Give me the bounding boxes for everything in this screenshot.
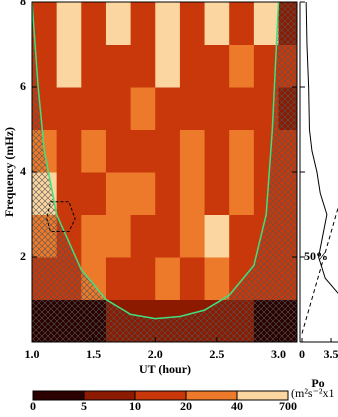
heat-cell xyxy=(155,2,181,45)
x-axis-label: UT (hour) xyxy=(139,362,191,376)
heat-cell xyxy=(179,129,206,173)
heat-cell xyxy=(179,44,206,88)
colorbar-segment xyxy=(33,391,85,400)
heat-cell xyxy=(81,172,107,215)
y-tick-label: 6 xyxy=(20,79,26,93)
colorbar-segment xyxy=(237,391,289,400)
heat-cell xyxy=(56,129,82,173)
x-tick-label: 2.5 xyxy=(209,347,224,361)
heat-cell xyxy=(179,2,206,45)
cone-of-influence xyxy=(32,2,280,320)
heat-cell xyxy=(179,214,206,258)
heat-cell xyxy=(204,87,230,130)
heat-cell xyxy=(130,2,156,45)
heat-cell xyxy=(155,172,181,215)
colorbar-tick-label: 10 xyxy=(129,399,141,412)
colorbar-tick-label: 0 xyxy=(30,399,36,412)
x-tick-label: 1.0 xyxy=(25,347,40,361)
heat-cell xyxy=(130,87,156,130)
heat-cell xyxy=(105,214,132,258)
side-x-label: Po xyxy=(311,376,324,390)
colorbar-segment xyxy=(135,391,187,400)
heat-cell xyxy=(56,44,82,88)
heat-cell xyxy=(81,87,107,130)
heat-cell xyxy=(253,2,280,45)
x-tick-label: 2.0 xyxy=(148,347,163,361)
x-tick-label: 3.0 xyxy=(271,347,286,361)
heat-cell xyxy=(204,257,230,300)
heat-cell xyxy=(105,129,132,173)
heat-cell xyxy=(130,257,156,300)
heat-cell xyxy=(204,44,230,88)
heat-cell xyxy=(81,214,107,258)
heat-cell xyxy=(130,214,156,258)
heat-cell xyxy=(179,257,206,300)
heat-cell xyxy=(179,172,206,215)
heat-cell xyxy=(155,257,181,300)
side-x-tick-label: 0 xyxy=(299,347,305,361)
side-x-tick-label: 3.5 xyxy=(324,347,338,361)
heat-cell xyxy=(105,44,132,88)
heat-cell xyxy=(56,87,82,130)
heat-cell xyxy=(229,2,255,45)
heat-cell xyxy=(130,172,156,215)
significance-contour xyxy=(46,201,76,232)
heat-cell xyxy=(56,172,82,215)
colorbar-tick-label: 5 xyxy=(81,399,87,412)
heat-cell xyxy=(229,172,255,215)
heat-cell xyxy=(204,214,230,258)
colorbar-segment xyxy=(84,391,136,400)
x-tick-label: 1.5 xyxy=(86,347,101,361)
heat-cell xyxy=(204,172,230,215)
heat-cell xyxy=(81,129,107,173)
heat-cell xyxy=(105,2,132,45)
colorbar-tick-label: 20 xyxy=(180,399,192,412)
colorbar-label: (m²s⁻²x1 xyxy=(291,386,335,400)
heat-cell xyxy=(155,214,181,258)
y-tick-label: 2 xyxy=(20,249,26,263)
heat-cell xyxy=(155,87,181,130)
y-tick-label: 8 xyxy=(20,0,26,8)
heat-cell xyxy=(229,214,255,258)
heat-cell xyxy=(229,87,255,130)
heat-cell xyxy=(229,44,255,88)
heat-cell xyxy=(105,87,132,130)
global-power xyxy=(305,1,338,294)
heat-cell xyxy=(56,2,82,45)
heat-cell xyxy=(130,129,156,173)
colorbar-segment xyxy=(186,391,238,400)
heat-cell xyxy=(229,129,255,173)
heat-cell xyxy=(204,129,230,173)
heat-cell xyxy=(179,87,206,130)
heat-cell xyxy=(105,172,132,215)
heat-cell xyxy=(130,44,156,88)
heat-cell xyxy=(32,2,58,45)
heat-cell xyxy=(81,2,107,45)
heat-cell xyxy=(155,44,181,88)
heat-cell xyxy=(204,2,230,45)
heatmap xyxy=(32,2,297,342)
y-tick-label: 4 xyxy=(20,164,26,178)
y-axis-label: Frequency (mHz) xyxy=(2,127,16,217)
colorbar-tick-label: 40 xyxy=(231,399,243,412)
cone-hatch xyxy=(32,2,297,342)
colorbar-tick-label: 700 xyxy=(279,399,297,412)
heat-cell xyxy=(105,257,132,300)
significance-label: 50% xyxy=(304,249,328,263)
heat-cell xyxy=(81,44,107,88)
heat-cell xyxy=(155,129,181,173)
